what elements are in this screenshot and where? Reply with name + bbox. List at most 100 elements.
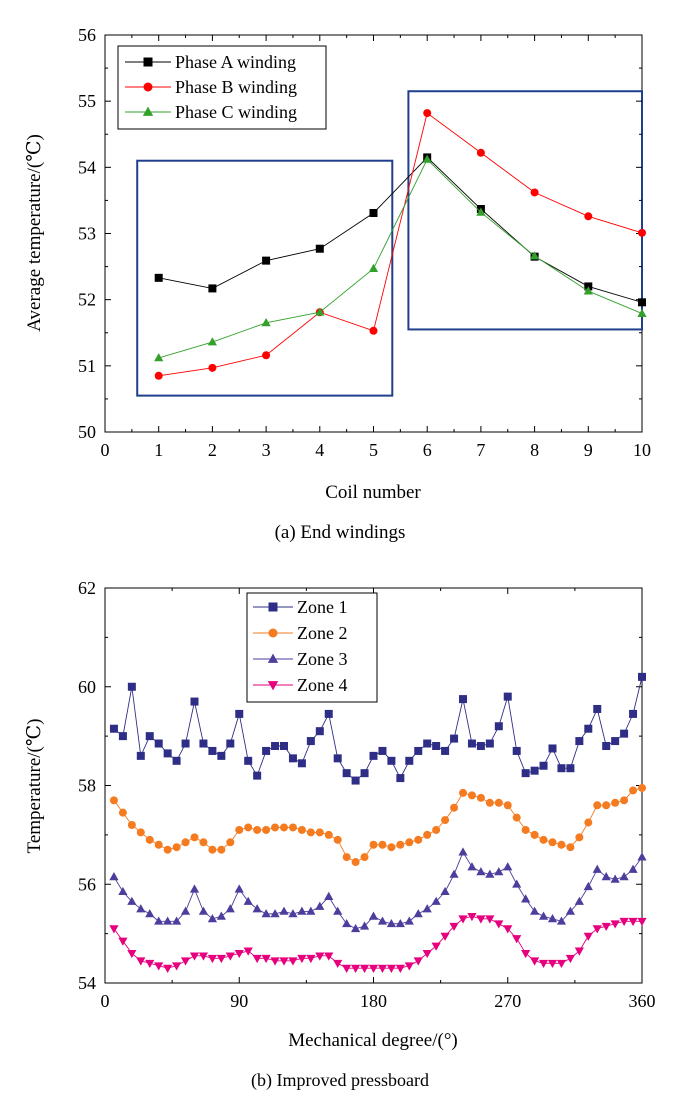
x-tick-label: 5 [369, 440, 378, 460]
data-point [270, 909, 280, 918]
data-point [225, 904, 235, 913]
y-tick-label: 58 [78, 776, 96, 796]
data-point [530, 906, 540, 915]
data-point [556, 959, 567, 969]
data-point [199, 838, 208, 847]
caption-b: (b) Improved pressboard [251, 1070, 429, 1091]
data-point [476, 742, 485, 750]
data-point [163, 845, 172, 854]
x-tick-label: 10 [633, 440, 651, 460]
data-point [521, 949, 531, 959]
data-point [207, 914, 217, 923]
data-point [207, 337, 217, 346]
data-point [154, 962, 164, 971]
data-point [387, 756, 396, 765]
data-point [262, 825, 271, 834]
data-point [485, 798, 494, 807]
data-point [324, 830, 333, 839]
data-point [235, 825, 244, 834]
data-point [566, 843, 575, 852]
data-point [368, 964, 379, 973]
data-point [154, 353, 164, 362]
data-point [530, 188, 539, 197]
data-point [503, 862, 513, 871]
legend-label: Phase B winding [175, 77, 297, 97]
y-axis-label-b: Temperature/(℃) [24, 719, 45, 854]
data-point [432, 825, 441, 834]
data-point [601, 872, 611, 881]
data-point [377, 916, 388, 925]
data-point [395, 918, 405, 928]
series-3 [154, 154, 647, 362]
data-point [467, 739, 476, 748]
x-tick-label: 1 [154, 440, 163, 460]
data-point [351, 858, 360, 867]
data-point [163, 749, 172, 758]
data-point [378, 746, 387, 755]
series-1 [154, 153, 646, 307]
data-point [459, 695, 467, 704]
data-point [431, 896, 441, 905]
data-point [235, 709, 244, 718]
legend-label: Zone 1 [297, 597, 347, 617]
data-point [118, 808, 127, 817]
data-point [369, 751, 378, 760]
data-point [207, 954, 217, 964]
data-point [136, 751, 145, 760]
data-point [306, 737, 315, 746]
data-point [494, 867, 504, 876]
data-point [449, 922, 459, 932]
data-point [565, 954, 575, 964]
data-point [342, 853, 351, 862]
data-point [333, 959, 343, 969]
series-line [158, 156, 643, 303]
data-point [593, 801, 602, 810]
data-point [414, 835, 423, 844]
x-tick-label: 6 [423, 440, 432, 460]
data-point [467, 912, 477, 922]
x-tick-label: 3 [262, 440, 271, 460]
data-point [485, 915, 495, 924]
data-point [458, 847, 468, 856]
data-point [109, 872, 119, 881]
data-point [109, 796, 118, 805]
y-tick-label: 56 [78, 874, 96, 894]
data-point [494, 920, 504, 929]
data-point [637, 852, 647, 861]
data-point [369, 840, 378, 849]
data-point [423, 739, 432, 748]
data-point [261, 909, 271, 918]
legend-marker [143, 57, 153, 67]
data-point [629, 786, 638, 795]
data-point [450, 803, 459, 812]
data-point [440, 886, 450, 896]
data-point [485, 739, 494, 748]
data-point [288, 957, 298, 966]
data-point [181, 838, 190, 847]
data-point [547, 914, 558, 923]
data-point [414, 746, 423, 755]
highlight-box [136, 159, 394, 397]
data-point [315, 901, 325, 910]
y-tick-label: 53 [78, 224, 96, 244]
data-point [476, 148, 485, 157]
data-point [172, 756, 181, 765]
data-point [315, 727, 324, 736]
x-axis-label-a: Coil number [325, 482, 421, 503]
data-point [538, 959, 549, 969]
data-point [530, 830, 539, 839]
data-point [181, 739, 190, 748]
data-point [404, 962, 414, 971]
data-point [566, 764, 575, 773]
data-point [145, 909, 155, 918]
data-point [610, 920, 620, 929]
data-point [208, 845, 217, 854]
data-point [252, 954, 262, 964]
data-point [503, 925, 513, 934]
data-point [333, 754, 342, 763]
data-point [628, 917, 638, 927]
data-point [297, 954, 307, 964]
data-point [127, 949, 137, 959]
x-tick-label: 180 [360, 991, 387, 1011]
